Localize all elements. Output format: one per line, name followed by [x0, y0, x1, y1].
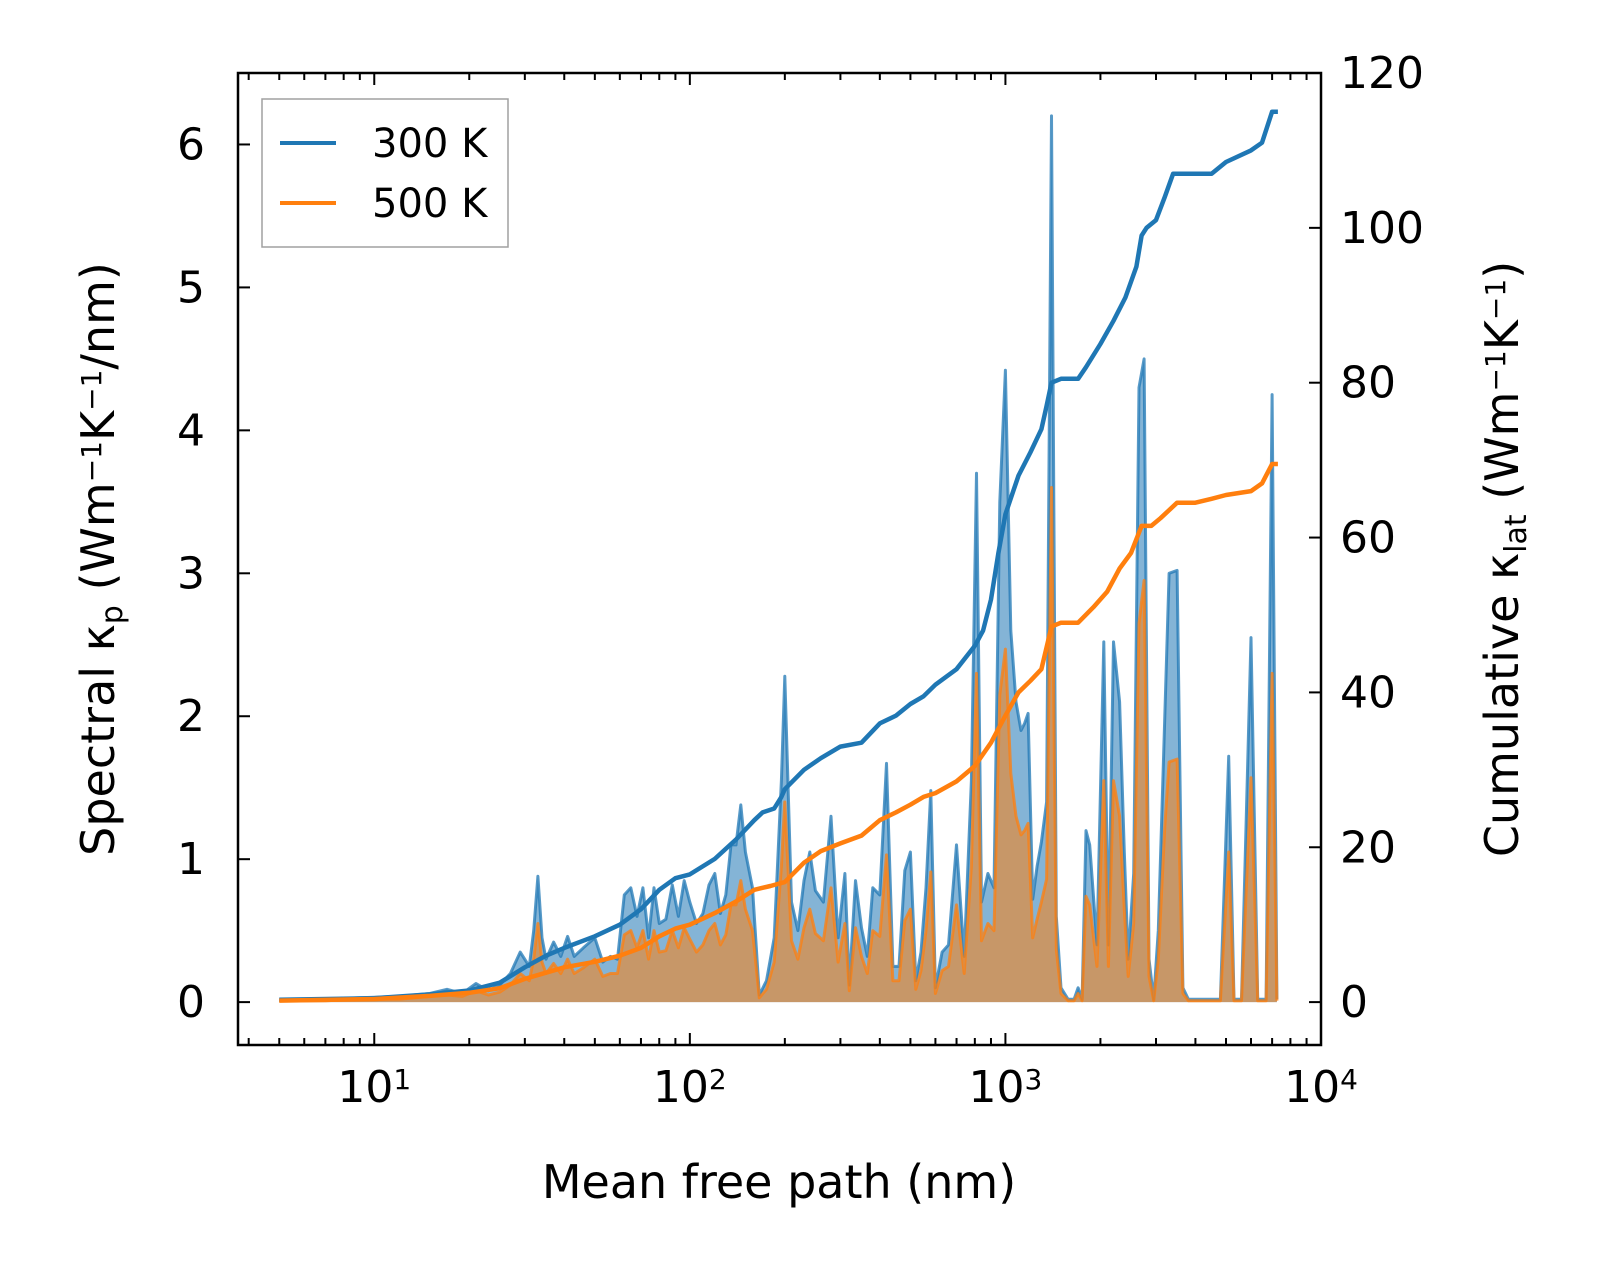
- spectral-area-500k: [279, 487, 1277, 1003]
- legend: 300 K 500 K: [261, 98, 509, 248]
- right-y-tick-label: 0: [1340, 977, 1368, 1028]
- x-tick-label: 101: [337, 1062, 411, 1113]
- legend-label-500k: 500 K: [372, 181, 489, 227]
- left-y-tick-label: 1: [177, 834, 205, 885]
- plot-frame: [236, 71, 1323, 1047]
- left-y-tick-label: 0: [177, 977, 205, 1028]
- right-y-tick-label: 120: [1340, 48, 1424, 99]
- right-y-tick-label: 20: [1340, 822, 1396, 873]
- right-y-tick-label: 80: [1340, 358, 1396, 409]
- x-tick-label: 103: [969, 1062, 1043, 1113]
- right-y-tick-label: 60: [1340, 513, 1396, 564]
- cumulative-line-300k: [279, 109, 1278, 1003]
- cumulative-line-layer: [279, 109, 1278, 1003]
- x-axis-label: Mean free path (nm): [542, 1155, 1016, 1209]
- spectral-line-500k: [279, 486, 1279, 1003]
- x-tick-label: 104: [1284, 1062, 1358, 1113]
- left-y-tick-label: 2: [177, 691, 205, 742]
- spectral-line-300k: [279, 114, 1279, 1001]
- left-y-tick-label: 6: [177, 119, 205, 170]
- spectral-area-300k: [279, 115, 1277, 1003]
- legend-label-300k: 300 K: [372, 121, 489, 167]
- right-y-tick-label: 40: [1340, 667, 1396, 718]
- right-y-axis-label: Cumulative κlat (Wm−1K−1): [1475, 261, 1534, 857]
- left-y-tick-label: 4: [177, 405, 205, 456]
- left-y-tick-label: 3: [177, 548, 205, 599]
- right-y-tick-label: 100: [1340, 203, 1424, 254]
- legend-frame: [261, 98, 509, 248]
- x-tick-label: 102: [653, 1062, 727, 1113]
- left-y-tick-label: 5: [177, 262, 205, 313]
- cumulative-line-500k: [279, 461, 1278, 1003]
- left-y-axis-label: Spectral κp (Wm−1K−1/nm): [71, 262, 130, 856]
- spectral-fill-layer: [279, 114, 1279, 1003]
